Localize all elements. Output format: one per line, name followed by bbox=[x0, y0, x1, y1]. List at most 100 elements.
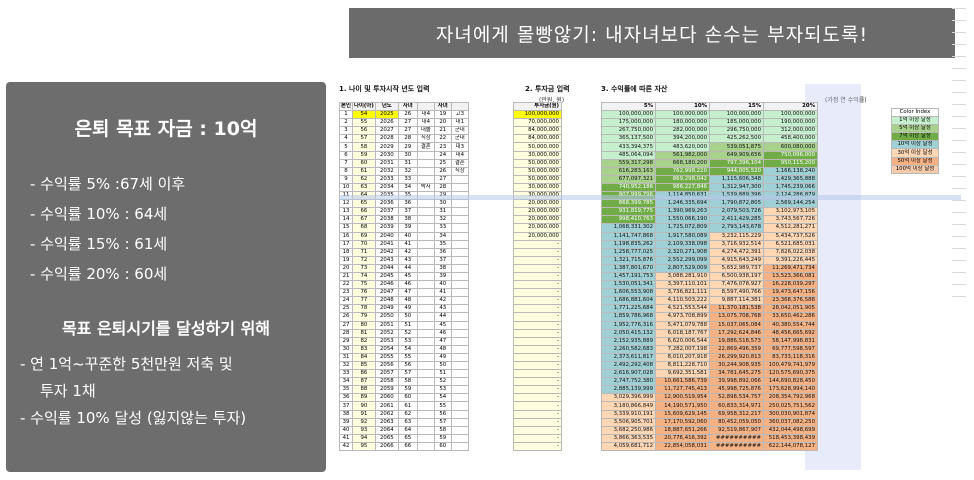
age-cell[interactable]: 24 bbox=[433, 150, 452, 160]
age-cell[interactable]: 대4 bbox=[450, 150, 469, 160]
age-cell[interactable]: 2044 bbox=[374, 263, 399, 273]
asset-cell[interactable]: 15,037,065,084 bbox=[709, 320, 764, 330]
age-cell[interactable] bbox=[450, 288, 469, 298]
age-cell[interactable] bbox=[416, 296, 435, 306]
age-cell[interactable] bbox=[450, 223, 469, 233]
age-cell[interactable]: 79 bbox=[352, 312, 376, 322]
age-cell[interactable]: 35 bbox=[339, 385, 353, 395]
asset-cell[interactable]: 45,998,725,876 bbox=[709, 385, 764, 395]
investment-cell[interactable]: - bbox=[513, 255, 562, 265]
age-cell[interactable]: 4 bbox=[339, 134, 353, 144]
asset-cell[interactable]: 5,434,737,526 bbox=[763, 231, 818, 241]
age-cell[interactable] bbox=[416, 166, 435, 176]
age-cell[interactable]: 2057 bbox=[374, 369, 399, 379]
age-cell[interactable]: 7 bbox=[339, 158, 353, 168]
age-cell[interactable]: 2062 bbox=[374, 409, 399, 419]
age-header-cell[interactable]: 나이(아) bbox=[352, 101, 376, 112]
investment-cell[interactable]: 84,000,000 bbox=[513, 134, 562, 144]
asset-cell[interactable]: 485,064,094 bbox=[601, 150, 656, 160]
asset-cell[interactable]: 7,826,022,038 bbox=[763, 247, 818, 257]
investment-cell[interactable]: - bbox=[513, 312, 562, 322]
age-cell[interactable] bbox=[450, 409, 469, 419]
asset-cell[interactable]: 17,170,592,060 bbox=[655, 417, 710, 427]
age-cell[interactable] bbox=[450, 280, 469, 290]
age-cell[interactable]: 2049 bbox=[374, 304, 399, 314]
asset-cell[interactable]: 1,917,580,089 bbox=[655, 231, 710, 241]
age-cell[interactable]: 52 bbox=[397, 328, 418, 338]
asset-cell[interactable]: 1,725,072,809 bbox=[655, 223, 710, 233]
legend-item[interactable]: 10억 이상 달성 bbox=[891, 140, 939, 150]
rate-header-cell[interactable]: 15% bbox=[709, 101, 764, 112]
asset-cell[interactable]: 1,387,801,670 bbox=[601, 263, 656, 273]
asset-cell[interactable]: 2,569,144,254 bbox=[763, 199, 818, 209]
asset-cell[interactable]: 425,262,500 bbox=[709, 134, 764, 144]
age-cell[interactable]: 82 bbox=[352, 336, 376, 346]
age-cell[interactable] bbox=[416, 441, 435, 452]
age-cell[interactable] bbox=[416, 328, 435, 338]
age-cell[interactable]: 59 bbox=[352, 150, 376, 160]
asset-cell[interactable]: 10,661,586,739 bbox=[655, 377, 710, 387]
age-cell[interactable]: 86 bbox=[352, 369, 376, 379]
age-cell[interactable]: 33 bbox=[433, 223, 452, 233]
investment-cell[interactable]: - bbox=[513, 280, 562, 290]
age-cell[interactable] bbox=[416, 223, 435, 233]
age-cell[interactable]: 2025 bbox=[374, 110, 399, 120]
asset-cell[interactable]: 950,115,200 bbox=[763, 158, 818, 168]
investment-cell[interactable]: 70,000,000 bbox=[513, 118, 562, 128]
age-cell[interactable]: 56 bbox=[352, 126, 376, 136]
legend-item[interactable]: 100억 이상 달성 bbox=[891, 164, 939, 174]
age-cell[interactable]: 2065 bbox=[374, 433, 399, 443]
age-cell[interactable] bbox=[450, 328, 469, 338]
age-cell[interactable]: 43 bbox=[397, 255, 418, 265]
age-cell[interactable]: 44 bbox=[397, 263, 418, 273]
age-cell[interactable]: 2054 bbox=[374, 344, 399, 354]
age-cell[interactable]: 89 bbox=[352, 393, 376, 403]
age-cell[interactable]: 58 bbox=[352, 142, 376, 152]
age-cell[interactable]: 35 bbox=[433, 239, 452, 249]
investment-cell[interactable]: - bbox=[513, 336, 562, 346]
age-cell[interactable]: 68 bbox=[352, 223, 376, 233]
age-cell[interactable]: 59 bbox=[433, 433, 452, 443]
age-cell[interactable]: 48 bbox=[397, 296, 418, 306]
asset-cell[interactable]: 986,227,846 bbox=[655, 182, 710, 193]
age-cell[interactable]: 2061 bbox=[374, 401, 399, 411]
age-cell[interactable]: 21 bbox=[339, 271, 353, 282]
age-cell[interactable]: 2037 bbox=[374, 207, 399, 217]
age-cell[interactable]: 94 bbox=[352, 433, 376, 443]
asset-cell[interactable]: 48,456,665,692 bbox=[763, 328, 818, 338]
investment-cell[interactable]: - bbox=[513, 393, 562, 403]
investment-cell[interactable]: 50,000,000 bbox=[513, 158, 562, 168]
age-cell[interactable]: 2058 bbox=[374, 377, 399, 387]
age-cell[interactable]: 27 bbox=[433, 174, 452, 184]
age-cell[interactable]: 38 bbox=[433, 263, 452, 273]
investment-cell[interactable]: 100,000,000 bbox=[513, 110, 562, 120]
age-cell[interactable]: 81 bbox=[352, 328, 376, 338]
age-cell[interactable]: 13 bbox=[339, 207, 353, 217]
asset-cell[interactable]: 3,736,821,111 bbox=[655, 288, 710, 298]
age-cell[interactable] bbox=[416, 231, 435, 241]
age-cell[interactable]: 60 bbox=[352, 158, 376, 168]
age-cell[interactable]: 32 bbox=[397, 166, 418, 176]
asset-cell[interactable]: 14,190,571,950 bbox=[655, 401, 710, 411]
investment-cell[interactable]: - bbox=[513, 271, 562, 282]
asset-cell[interactable]: 2,050,415,132 bbox=[601, 328, 656, 338]
age-cell[interactable]: 2048 bbox=[374, 296, 399, 306]
asset-cell[interactable]: 8,811,228,710 bbox=[655, 360, 710, 371]
age-cell[interactable]: 24 bbox=[339, 296, 353, 306]
investment-header-cell[interactable]: 투자금(원) bbox=[513, 101, 562, 112]
age-cell[interactable] bbox=[416, 288, 435, 298]
asset-cell[interactable]: 250,025,751,562 bbox=[763, 401, 818, 411]
age-cell[interactable]: 47 bbox=[433, 336, 452, 346]
age-cell[interactable]: 14 bbox=[339, 215, 353, 225]
asset-cell[interactable]: 80,452,059,050 bbox=[709, 417, 764, 427]
age-cell[interactable]: 38 bbox=[339, 409, 353, 419]
asset-cell[interactable]: 1,550,066,190 bbox=[655, 215, 710, 225]
age-cell[interactable]: 37 bbox=[339, 401, 353, 411]
age-cell[interactable] bbox=[416, 304, 435, 314]
age-cell[interactable] bbox=[416, 312, 435, 322]
age-cell[interactable] bbox=[416, 336, 435, 346]
asset-cell[interactable]: 69,777,598,597 bbox=[763, 344, 818, 354]
asset-cell[interactable]: 4,512,281,271 bbox=[763, 223, 818, 233]
legend-item[interactable]: 5억 이상 달성 bbox=[891, 124, 939, 134]
age-cell[interactable] bbox=[450, 239, 469, 249]
